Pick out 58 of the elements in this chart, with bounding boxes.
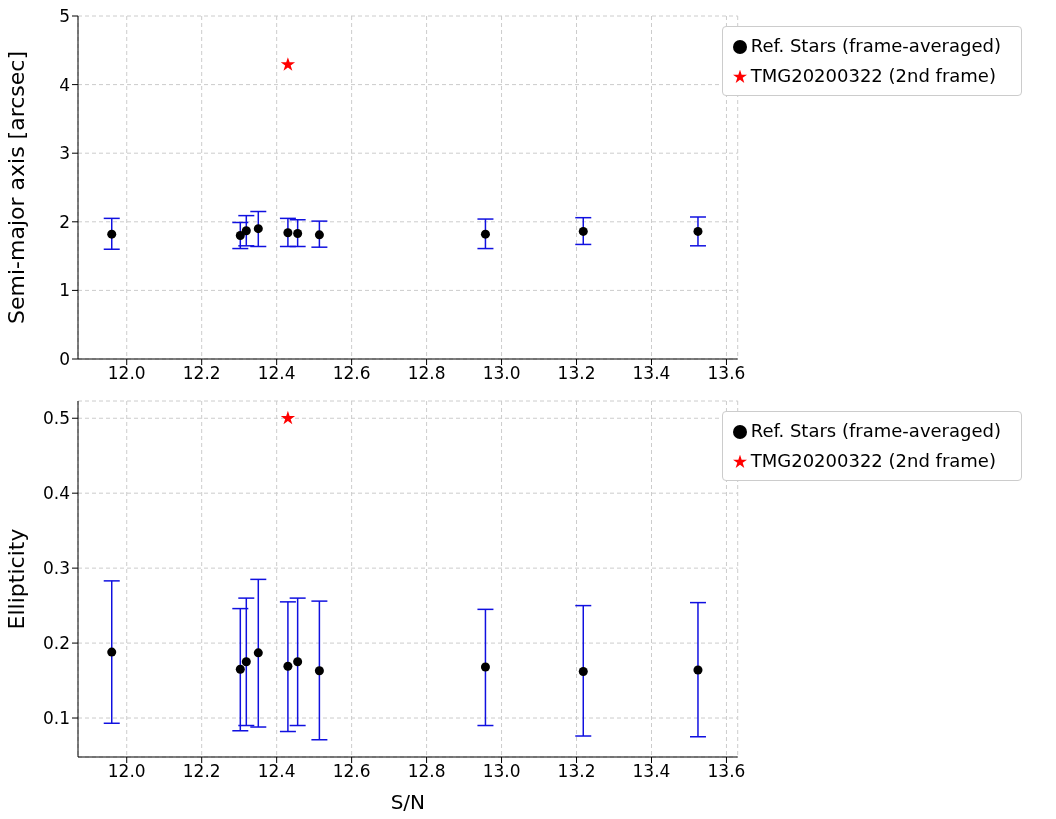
- y-tick-label: 0: [59, 349, 70, 370]
- x-tick-label: 13.2: [557, 363, 596, 384]
- x-tick-label: 12.6: [332, 761, 371, 782]
- y-tick-label: 0.4: [42, 483, 70, 504]
- point: [293, 657, 303, 667]
- point: [578, 667, 588, 677]
- x-tick-label: 13.4: [632, 761, 671, 782]
- point: [235, 231, 245, 241]
- point: [280, 57, 296, 71]
- point: [241, 226, 251, 236]
- x-tick-label: 13.0: [482, 363, 521, 384]
- point: [314, 230, 324, 240]
- point: [235, 664, 245, 674]
- x-tick-label: 12.2: [182, 761, 221, 782]
- x-tick-label: 12.4: [257, 761, 296, 782]
- x-axis-title: S/N: [390, 790, 426, 814]
- x-tick-label: 13.4: [632, 363, 671, 384]
- y-tick-label: 3: [59, 143, 70, 164]
- x-tick-label: 12.8: [407, 363, 446, 384]
- point: [480, 662, 490, 672]
- legend-label: TMG20200322 (2nd frame): [750, 450, 996, 471]
- y-tick-label: 0.3: [42, 558, 70, 579]
- point: [314, 666, 324, 676]
- y-tick-label: 4: [59, 74, 70, 95]
- y-tick-label: 1: [59, 280, 70, 301]
- legend-label: Ref. Stars (frame-averaged): [750, 35, 1001, 56]
- x-tick-label: 13.6: [707, 761, 746, 782]
- x-tick-label: 12.4: [257, 363, 296, 384]
- point: [293, 228, 303, 238]
- x-tick-label: 12.8: [407, 761, 446, 782]
- x-tick-label: 13.0: [482, 761, 521, 782]
- y-tick-label: 5: [59, 6, 70, 27]
- x-tick-label: 12.2: [182, 363, 221, 384]
- point: [107, 647, 117, 657]
- x-tick-label: 13.6: [707, 363, 746, 384]
- point: [283, 661, 293, 671]
- point: [241, 657, 251, 667]
- y-tick-label: 0.1: [42, 708, 70, 729]
- y-tick-label: 2: [59, 211, 70, 232]
- x-tick-label: 13.2: [557, 761, 596, 782]
- point: [283, 228, 293, 238]
- y-tick-label: 0.5: [42, 408, 70, 429]
- point: [253, 648, 263, 658]
- y-axis-title: Ellipticity: [3, 528, 29, 630]
- x-tick-label: 12.0: [107, 363, 146, 384]
- point: [693, 226, 703, 236]
- y-tick-label: 0.2: [42, 633, 70, 654]
- legend-label: TMG20200322 (2nd frame): [750, 65, 996, 86]
- point: [578, 226, 588, 236]
- x-tick-label: 12.6: [332, 363, 371, 384]
- point: [107, 229, 117, 239]
- legend-label: Ref. Stars (frame-averaged): [750, 420, 1001, 441]
- y-axis-title: Semi-major axis [arcsec]: [3, 51, 29, 324]
- point: [253, 224, 263, 234]
- point: [693, 665, 703, 675]
- point: [280, 410, 296, 425]
- x-tick-label: 12.0: [107, 761, 146, 782]
- point: [480, 229, 490, 239]
